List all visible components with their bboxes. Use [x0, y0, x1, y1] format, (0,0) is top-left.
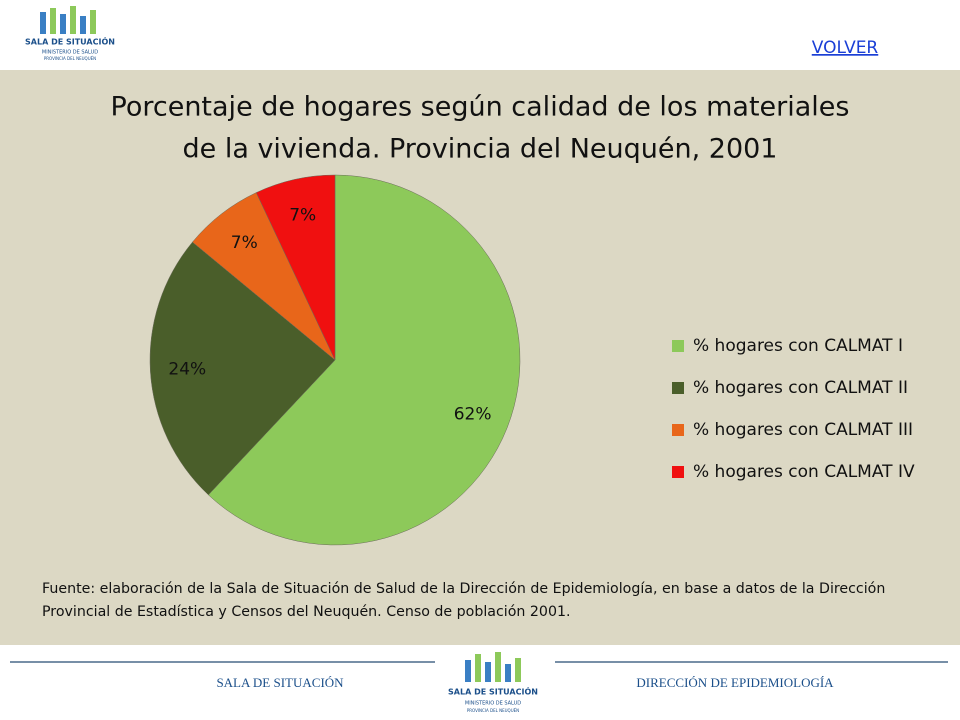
legend-label: % hogares con CALMAT I — [693, 336, 903, 356]
chart-title-line: Porcentaje de hogares según calidad de l… — [111, 92, 850, 123]
logo-sub: MINISTERIO DE SALUD — [42, 50, 98, 56]
back-link[interactable]: VOLVER — [812, 38, 879, 58]
legend-label: % hogares con CALMAT II — [693, 378, 908, 398]
logo-title: SALA DE SITUACIÓN — [448, 686, 538, 697]
logo-title: SALA DE SITUACIÓN — [25, 36, 115, 47]
source: Fuente: elaboración de la Sala de Situac… — [42, 581, 885, 620]
source-line: Provincial de Estadística y Censos del N… — [42, 604, 571, 620]
data-label: 24% — [168, 359, 206, 379]
legend-swatch — [672, 340, 684, 352]
pie-slice — [255, 174, 336, 361]
data-label: 62% — [454, 404, 492, 424]
pie-slice — [149, 241, 336, 496]
logo: SALA DE SITUACIÓN MINISTERIO DE SALUD PR… — [25, 6, 115, 61]
source-line: Fuente: elaboración de la Sala de Situac… — [42, 581, 885, 597]
legend-label: % hogares con CALMAT III — [693, 420, 913, 440]
pie-slice — [208, 174, 521, 546]
legend-swatch — [672, 382, 684, 394]
logo-sub: PROVINCIA DEL NEUQUÉN — [467, 708, 519, 713]
legend-label: % hogares con CALMAT IV — [693, 462, 915, 482]
pie: 62% 24% 7% 7% — [149, 174, 521, 546]
footer-left: SALA DE SITUACIÓN — [216, 675, 344, 690]
logo-sub: MINISTERIO DE SALUD — [465, 701, 521, 707]
legend-swatch — [672, 424, 684, 436]
chart-title-line: de la vivienda. Provincia del Neuquén, 2… — [182, 134, 777, 165]
chart-title: Porcentaje de hogares según calidad de l… — [111, 92, 850, 165]
legend-swatch — [672, 466, 684, 478]
footer-logo: SALA DE SITUACIÓN MINISTERIO DE SALUD PR… — [448, 652, 538, 713]
logo-sub: PROVINCIA DEL NEUQUÉN — [44, 56, 96, 61]
legend: % hogares con CALMAT I % hogares con CALM… — [672, 336, 915, 482]
footer-right: DIRECCIÓN DE EPIDEMIOLOGÍA — [636, 675, 834, 690]
data-label: 7% — [231, 233, 258, 253]
data-label: 7% — [289, 206, 316, 226]
